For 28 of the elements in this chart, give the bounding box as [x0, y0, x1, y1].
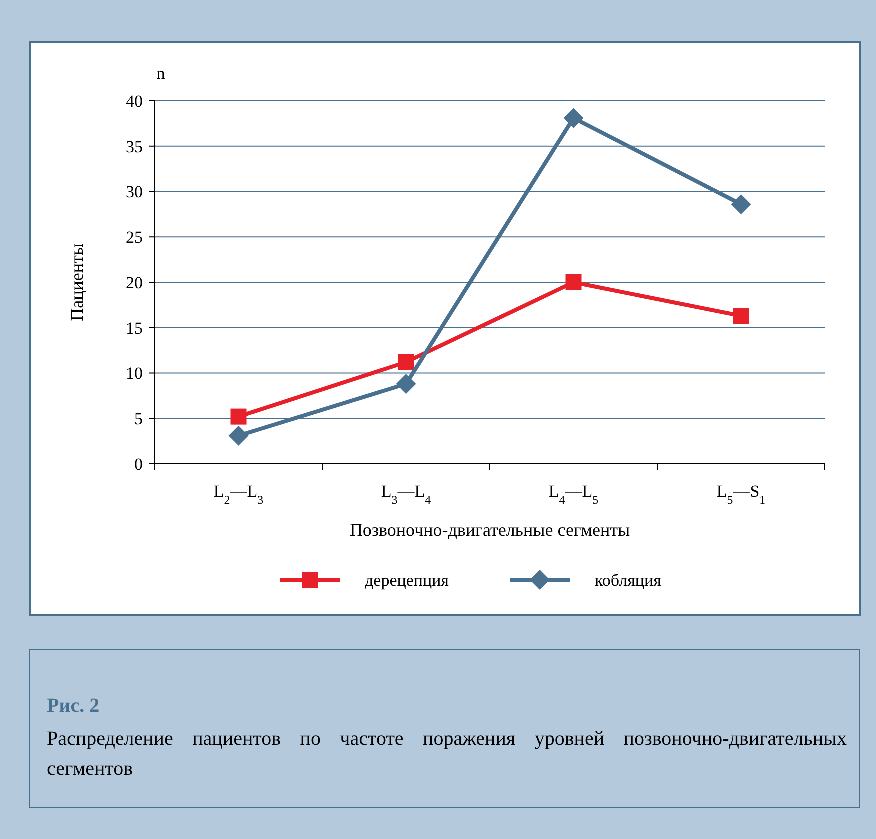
y-tick-label: 10	[126, 364, 143, 384]
legend-label: дерецепция	[365, 570, 450, 590]
y-tick-label: 0	[134, 454, 143, 474]
y-tick-label: 15	[126, 318, 143, 338]
y-axis-title: Пациенты	[67, 244, 87, 322]
x-tick-label: L$_{5}$—S$_{1}$	[716, 482, 766, 507]
point	[398, 354, 414, 370]
point	[228, 426, 249, 446]
text: Рис. 2	[47, 695, 100, 717]
y-tick-label: 25	[126, 228, 143, 248]
x-axis-title: Позвоночно-двигательные сегменты	[350, 520, 630, 540]
text: Распределение пациентов по частоте поражения уровней позвоночно-двигательных сегментов	[47, 727, 847, 782]
x-tick-label: L$_{2}$—L$_{3}$	[214, 482, 264, 507]
point	[396, 374, 416, 394]
x-tick-label: L$_{4}$—L$_{5}$	[548, 482, 599, 507]
legend-label: кобляция	[595, 570, 662, 590]
x-tick-label: L$_{3}$—L$_{4}$	[381, 482, 432, 507]
y-tick-label: 35	[126, 137, 143, 156]
y-tick-label: 5	[134, 410, 143, 429]
point	[566, 274, 582, 290]
text: n	[156, 64, 166, 83]
point	[230, 408, 247, 425]
y-tick-label: 40	[126, 92, 143, 111]
point	[731, 194, 752, 214]
y-tick-label: 30	[126, 182, 143, 202]
point	[564, 108, 584, 128]
y-tick-label: 20	[126, 273, 143, 292]
point	[733, 308, 750, 324]
